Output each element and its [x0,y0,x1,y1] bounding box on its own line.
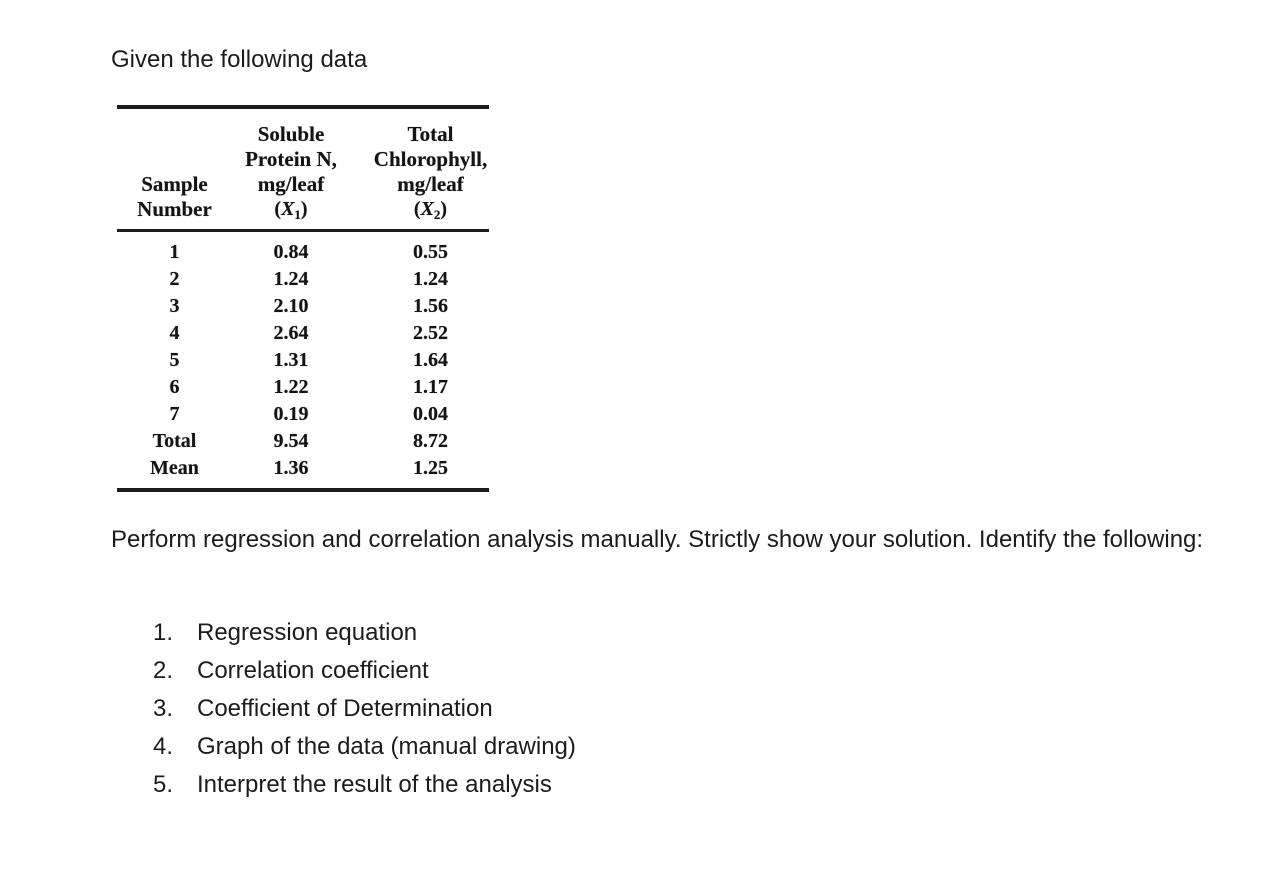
cell-x2: 0.55 [413,241,448,263]
table-row: 6 1.22 1.17 [117,374,489,401]
header-line: Sample [141,172,208,196]
cell-x2: 1.24 [413,268,448,290]
list-item-text: Graph of the data (manual drawing) [197,733,576,760]
table-header-row: Sample Number Soluble Protein N, mg/leaf… [117,109,489,229]
header-total-chlorophyll: Total Chlorophyll, mg/leaf (X2) [350,122,489,222]
cell-x1: 1.31 [273,349,309,371]
header-variable-x1: (X1) [274,198,308,222]
header-line: Number [137,197,212,221]
table-row-mean: Mean 1.36 1.25 [117,455,489,482]
list-item-text: Interpret the result of the analysis [197,771,552,798]
cell-x2: 1.25 [413,457,448,479]
cell-x1: 2.64 [273,322,309,344]
cell-x2: 1.17 [413,376,448,398]
header-line: Chlorophyll, [373,147,488,171]
cell-sample: 1 [169,241,180,263]
table-body: 1 0.84 0.55 2 1.24 1.24 3 2.10 1.56 4 2.… [117,232,489,488]
header-line: mg/leaf [397,172,464,196]
data-table: Sample Number Soluble Protein N, mg/leaf… [117,105,489,492]
table-top-rule [117,105,489,109]
cell-sample: Mean [150,457,199,479]
header-line: mg/leaf [257,172,325,196]
list-item: 2. Correlation coefficient [153,652,576,690]
table-row: 4 2.64 2.52 [117,320,489,347]
cell-x1: 1.24 [273,268,309,290]
requirements-list: 1. Regression equation 2. Correlation co… [153,614,576,804]
table-row: 7 0.19 0.04 [117,401,489,428]
cell-x1: 1.36 [273,457,309,479]
list-item: 3. Coefficient of Determination [153,690,576,728]
table-row: 1 0.84 0.55 [117,239,489,266]
list-item-number: 4. [153,733,174,760]
list-item: 5. Interpret the result of the analysis [153,766,576,804]
list-item: 1. Regression equation [153,614,576,652]
cell-x2: 1.56 [413,295,448,317]
table-header-rule [117,229,489,232]
cell-x1: 9.54 [273,430,309,452]
list-item: 4. Graph of the data (manual drawing) [153,728,576,766]
cell-sample: 4 [169,322,180,344]
table-row: 2 1.24 1.24 [117,266,489,293]
cell-sample: 3 [169,295,180,317]
header-sample-number: Sample Number [117,172,232,222]
header-soluble-protein: Soluble Protein N, mg/leaf (X1) [232,122,350,222]
list-item-text: Correlation coefficient [197,657,429,684]
page-title: Given the following data [111,46,368,73]
cell-x1: 1.22 [273,376,309,398]
cell-sample: 6 [169,376,180,398]
header-line: Soluble [257,122,325,146]
table-row-total: Total 9.54 8.72 [117,428,489,455]
cell-sample: Total [152,430,197,452]
cell-x2: 1.64 [413,349,448,371]
cell-x1: 0.84 [273,241,309,263]
instructions-paragraph: Perform regression and correlation analy… [111,526,1204,553]
table-bottom-rule [117,488,489,492]
list-item-number: 1. [153,619,174,646]
list-item-text: Coefficient of Determination [197,695,493,722]
cell-sample: 5 [169,349,180,371]
list-item-number: 5. [153,771,174,798]
table-row: 3 2.10 1.56 [117,293,489,320]
cell-x1: 2.10 [273,295,309,317]
cell-sample: 7 [169,403,180,425]
table-row: 5 1.31 1.64 [117,347,489,374]
list-item-number: 3. [153,695,174,722]
header-variable-x2: (X2) [413,198,448,222]
cell-x2: 8.72 [413,430,448,452]
cell-x2: 0.04 [413,403,448,425]
header-line: Total [407,122,454,146]
cell-x1: 0.19 [273,403,309,425]
list-item-text: Regression equation [197,619,418,646]
cell-sample: 2 [169,268,180,290]
header-line: Protein N, [245,147,337,171]
cell-x2: 2.52 [413,322,448,344]
list-item-number: 2. [153,657,174,684]
